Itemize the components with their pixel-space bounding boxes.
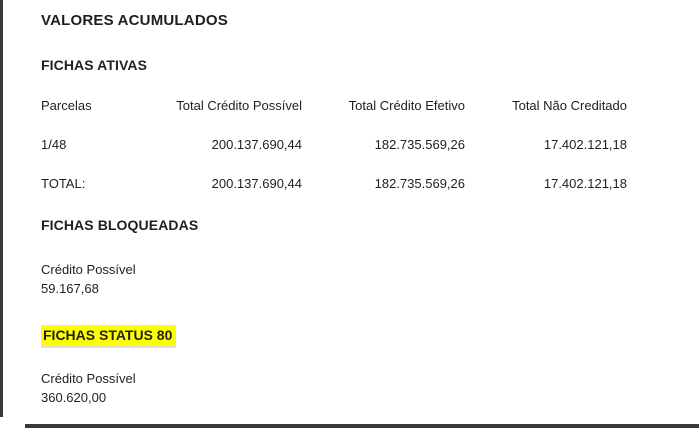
credito-possivel-label: Crédito Possível — [41, 262, 136, 277]
table-total-row: TOTAL: 200.137.690,44 182.735.569,26 17.… — [41, 177, 641, 190]
column-header-parcelas: Parcelas — [41, 98, 92, 113]
column-header-total-credito-efetivo: Total Crédito Efetivo — [348, 98, 465, 113]
cell-total-nao-creditado: 17.402.121,18 — [543, 176, 627, 191]
fichas-status-80-credito: Crédito Possível 360.620,00 — [41, 369, 641, 407]
cell-credito-possivel: 200.137.690,44 — [211, 137, 302, 152]
credito-possivel-value: 360.620,00 — [41, 390, 107, 405]
window-bottom-border — [25, 424, 699, 428]
section-heading-fichas-bloqueadas: FICHAS BLOQUEADAS — [41, 217, 199, 233]
section-heading-fichas-status-80: FICHAS STATUS 80 — [41, 325, 177, 346]
table-header-row: Parcelas Total Crédito Possível Total Cr… — [41, 99, 641, 112]
table-row: 1/48 200.137.690,44 182.735.569,26 17.40… — [41, 138, 641, 151]
section-heading-fichas-ativas: FICHAS ATIVAS — [41, 57, 148, 73]
column-header-total-nao-creditado: Total Não Creditado — [512, 98, 627, 113]
cell-credito-efetivo: 182.735.569,26 — [374, 137, 465, 152]
column-header-total-credito-possivel: Total Crédito Possível — [176, 98, 302, 113]
cell-total-credito-possivel: 200.137.690,44 — [211, 176, 302, 191]
fichas-ativas-table: Parcelas Total Crédito Possível Total Cr… — [41, 99, 641, 190]
credito-possivel-value: 59.167,68 — [41, 281, 99, 296]
report-content: VALORES ACUMULADOS FICHAS ATIVAS Parcela… — [41, 0, 641, 407]
cell-nao-creditado: 17.402.121,18 — [543, 137, 627, 152]
page-title: VALORES ACUMULADOS — [41, 12, 228, 29]
fichas-bloqueadas-credito: Crédito Possível 59.167,68 — [41, 260, 641, 298]
window-left-border — [0, 0, 3, 417]
cell-parcela: 1/48 — [41, 137, 67, 152]
cell-total-credito-efetivo: 182.735.569,26 — [374, 176, 465, 191]
credito-possivel-label: Crédito Possível — [41, 371, 136, 386]
cell-total-label: TOTAL: — [41, 176, 86, 191]
